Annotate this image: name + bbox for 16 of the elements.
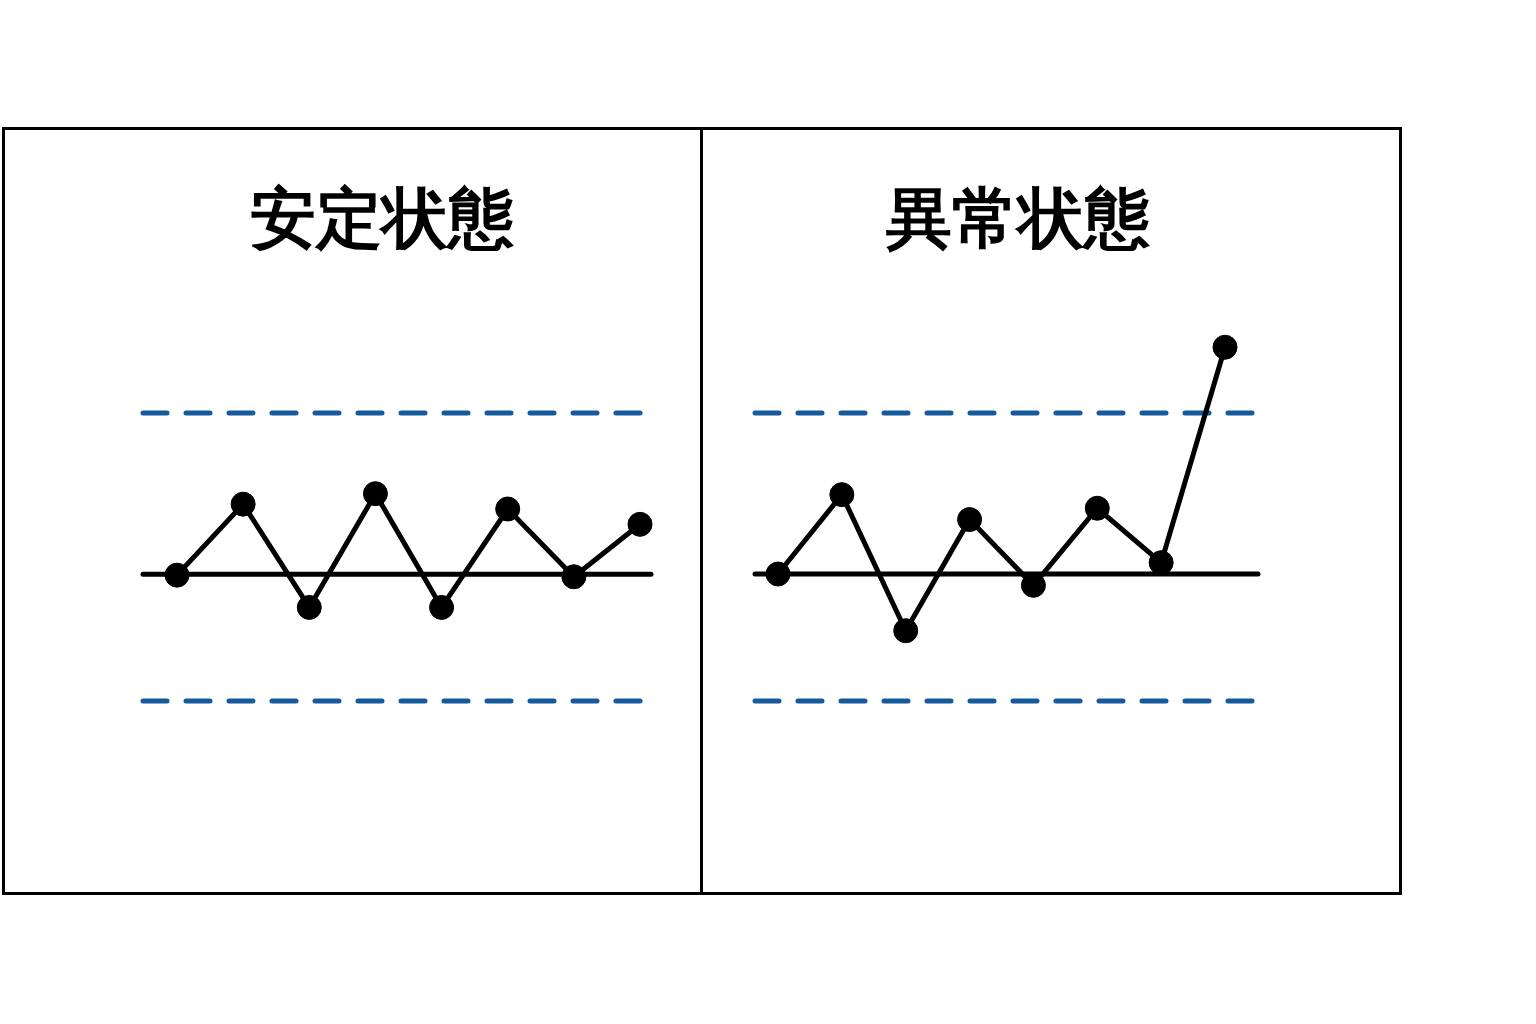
chart-title: 安定状態: [249, 179, 515, 259]
point: [296, 594, 322, 620]
point: [164, 562, 190, 588]
chart-title: 異常状態: [885, 179, 1151, 259]
point: [765, 561, 791, 587]
point: [957, 507, 983, 533]
point: [495, 496, 521, 522]
point: [230, 491, 256, 517]
point: [893, 618, 919, 644]
point: [429, 594, 455, 620]
point: [627, 511, 653, 537]
point: [362, 481, 388, 507]
point: [561, 564, 587, 590]
point: [1212, 334, 1238, 360]
point: [829, 482, 855, 508]
point: [1084, 495, 1110, 521]
